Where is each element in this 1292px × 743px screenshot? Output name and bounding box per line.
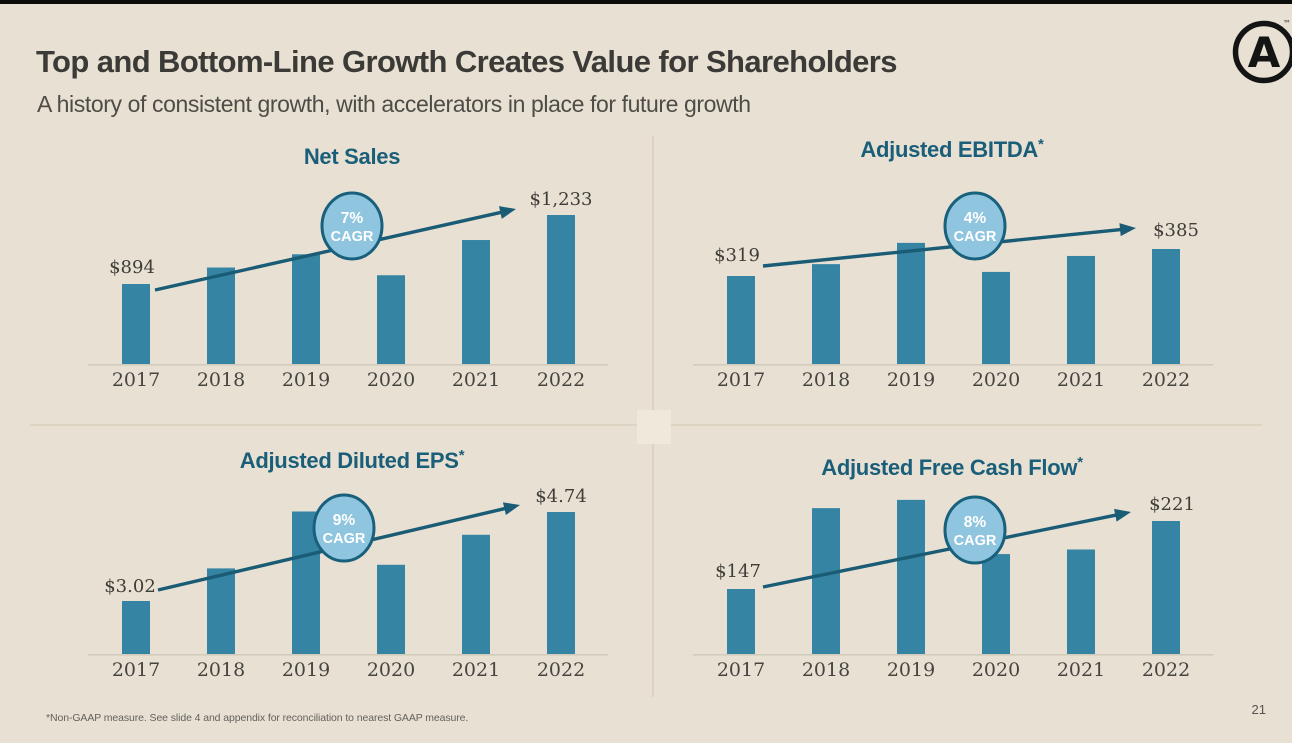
adjusted-free-cash-flow-year-label-2022: 2022 [1142,659,1190,681]
logo-letter: A [1248,28,1281,77]
adjusted-diluted-eps-year-label-2021: 2021 [452,659,500,681]
adjusted-diluted-eps-bar-2022 [547,512,575,654]
adjusted-free-cash-flow-trend-arrowhead-icon [1114,508,1131,522]
adjusted-free-cash-flow-year-label-2020: 2020 [972,659,1020,681]
adjusted-free-cash-flow-value-label-first: $147 [715,561,761,582]
adjusted-diluted-eps-year-label-2019: 2019 [282,659,330,681]
net-sales-year-label-2019: 2019 [282,369,330,391]
net-sales-chart: 2017 2018 2019 2020 2021 2022 7% CAGR $894 $1,233… [88,144,608,391]
net-sales-value-label-first: $894 [109,257,155,278]
adjusted-ebitda-value-label-first: $319 [714,245,760,266]
adjusted-ebitda-year-label-2019: 2019 [887,369,935,391]
net-sales-cagr-word: CAGR [331,229,374,245]
top-accent-bar [0,0,1292,4]
logo-trademark: ™ [1283,19,1291,28]
net-sales-bar-2019 [292,254,320,364]
adjusted-free-cash-flow-trend-arrow-line [762,513,1118,589]
net-sales-chart-title: Net Sales [304,144,400,169]
adjusted-ebitda-year-label-2017: 2017 [717,369,765,391]
adjusted-ebitda-bar-2017 [727,276,755,364]
adjusted-diluted-eps-year-label-2017: 2017 [112,659,160,681]
adjusted-free-cash-flow-cagr-word: CAGR [954,533,997,549]
net-sales-bar-2021 [462,240,490,364]
net-sales-trend-arrow-line [154,210,503,292]
adjusted-ebitda-cagr-word: CAGR [954,229,997,245]
adjusted-diluted-eps-bar-2017 [122,601,150,654]
adjusted-free-cash-flow-chart-title: Adjusted Free Cash Flow* [821,454,1083,480]
adjusted-ebitda-year-label-2021: 2021 [1057,369,1105,391]
adjusted-ebitda-chart-title: Adjusted EBITDA* [860,136,1044,162]
adjusted-free-cash-flow-bar-2020 [982,554,1010,654]
adjusted-diluted-eps-year-label-2020: 2020 [367,659,415,681]
adjusted-diluted-eps-chart-title: Adjusted Diluted EPS* [240,447,465,473]
net-sales-bar-2018 [207,267,235,364]
adjusted-free-cash-flow-bar-2021 [1067,549,1095,654]
net-sales-cagr-badge [320,191,384,261]
adjusted-ebitda-bar-2018 [812,264,840,364]
adjusted-free-cash-flow-year-label-2019: 2019 [887,659,935,681]
adjusted-free-cash-flow-axis-line [693,654,1213,656]
net-sales-cagr-percent: 7% [341,210,364,227]
net-sales-year-label-2018: 2018 [197,369,245,391]
adjusted-diluted-eps-value-label-first: $3.02 [104,576,156,597]
adjusted-diluted-eps-year-label-2022: 2022 [537,659,585,681]
adjusted-free-cash-flow-cagr-percent: 8% [964,514,987,531]
net-sales-year-label-2022: 2022 [537,369,585,391]
company-logo: A ™ [1232,19,1292,84]
page-subtitle: A history of consistent growth, with acc… [37,91,751,117]
adjusted-free-cash-flow-value-label-last: $221 [1149,494,1195,515]
page-number: 21 [1251,702,1266,717]
net-sales-bar-2022 [547,215,575,364]
adjusted-free-cash-flow-chart: 2017 2018 2019 2020 2021 2022 8% CAGR $147 $221 Ad… [693,454,1213,681]
adjusted-free-cash-flow-bar-2022 [1152,521,1180,654]
adjusted-diluted-eps-cagr-badge [312,493,376,563]
adjusted-diluted-eps-value-label-last: $4.74 [535,486,587,507]
adjusted-diluted-eps-bar-2018 [207,568,235,654]
adjusted-ebitda-trend-arrowhead-icon [1119,223,1136,237]
adjusted-diluted-eps-bar-2021 [462,534,490,654]
adjusted-ebitda-bar-2019 [897,242,925,364]
adjusted-ebitda-chart: 2017 2018 2019 2020 2021 2022 4% CAGR $319 $385 Ad… [693,136,1213,391]
net-sales-year-label-2021: 2021 [452,369,500,391]
adjusted-diluted-eps-cagr-word: CAGR [323,531,366,547]
adjusted-ebitda-year-label-2020: 2020 [972,369,1020,391]
logo-circle [1232,20,1292,84]
adjusted-ebitda-value-label-last: $385 [1153,220,1199,241]
page-title: Top and Bottom-Line Growth Creates Value… [36,44,898,79]
adjusted-ebitda-cagr-percent: 4% [964,210,987,227]
adjusted-free-cash-flow-cagr-badge [943,495,1007,565]
net-sales-axis-line [88,364,608,366]
adjusted-ebitda-cagr-badge [943,191,1007,261]
adjusted-diluted-eps-chart: 2017 2018 2019 2020 2021 2022 9% CAGR $3.02 $4.74… [88,447,608,681]
adjusted-ebitda-bar-2020 [982,271,1010,364]
adjusted-free-cash-flow-year-label-2021: 2021 [1057,659,1105,681]
net-sales-bar-2020 [377,275,405,364]
adjusted-diluted-eps-year-label-2018: 2018 [197,659,245,681]
adjusted-free-cash-flow-year-label-2017: 2017 [717,659,765,681]
adjusted-free-cash-flow-year-label-2018: 2018 [802,659,850,681]
divider-center-square [637,410,671,444]
adjusted-ebitda-axis-line [693,364,1213,366]
net-sales-year-label-2017: 2017 [112,369,160,391]
net-sales-year-label-2020: 2020 [367,369,415,391]
adjusted-diluted-eps-trend-arrowhead-icon [502,502,520,515]
adjusted-ebitda-bar-2021 [1067,255,1095,364]
adjusted-diluted-eps-cagr-percent: 9% [333,512,356,529]
adjusted-free-cash-flow-bar-2017 [727,589,755,654]
adjusted-free-cash-flow-bar-2018 [812,508,840,654]
adjusted-diluted-eps-bar-2020 [377,564,405,654]
adjusted-free-cash-flow-bar-2019 [897,499,925,654]
footnote: *Non-GAAP measure. See slide 4 and appen… [46,712,469,724]
net-sales-bar-2017 [122,284,150,364]
net-sales-value-label-last: $1,233 [530,189,593,210]
adjusted-ebitda-bar-2022 [1152,249,1180,364]
adjusted-ebitda-trend-arrow-line [762,227,1123,268]
adjusted-ebitda-year-label-2018: 2018 [802,369,850,391]
net-sales-trend-arrowhead-icon [498,206,516,219]
adjusted-ebitda-year-label-2022: 2022 [1142,369,1190,391]
adjusted-diluted-eps-axis-line [88,654,608,656]
